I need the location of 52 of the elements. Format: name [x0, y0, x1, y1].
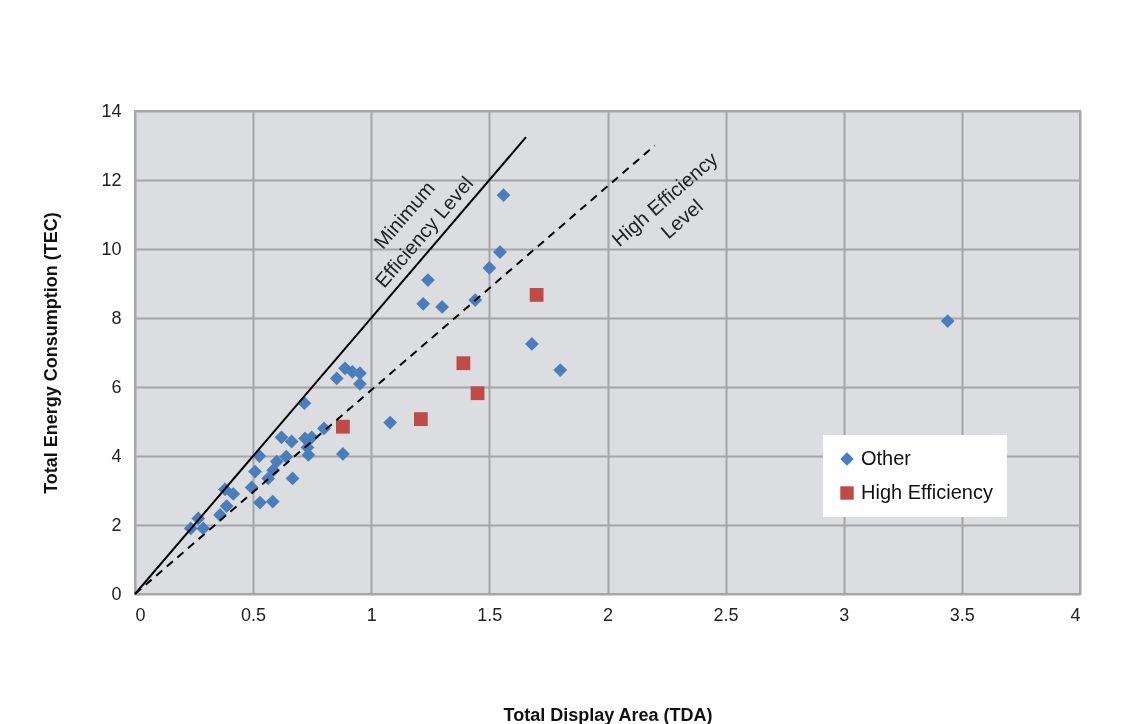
x-tick-label: 2.5 — [713, 604, 739, 625]
y-tick-label: 10 — [101, 238, 122, 259]
x-tick-label: 3.5 — [949, 604, 975, 625]
y-tick-label: 8 — [111, 307, 122, 328]
point — [336, 447, 350, 461]
point — [219, 499, 234, 513]
x-tick-label: 3 — [839, 604, 850, 625]
x-axis-title: Total Display Area (TDA) — [503, 704, 713, 724]
y-tick-label: 0 — [111, 583, 122, 604]
x-tick-label: 4 — [1070, 604, 1081, 625]
point — [553, 363, 568, 377]
point — [284, 434, 299, 449]
point — [383, 415, 398, 430]
point — [525, 336, 539, 351]
point — [317, 421, 331, 436]
legend-label: Other — [861, 447, 912, 469]
point — [253, 495, 267, 510]
point — [336, 419, 350, 434]
point — [274, 430, 289, 445]
y-axis-title: Total Energy Consumption (TEC) — [41, 212, 62, 494]
x-tick-label: 1.5 — [477, 604, 503, 625]
point — [416, 296, 431, 311]
point — [329, 371, 344, 386]
point — [301, 448, 316, 462]
point — [269, 454, 284, 469]
point — [226, 487, 241, 501]
x-tick-label: 2 — [602, 604, 614, 625]
x-tick-label: 1 — [366, 604, 377, 625]
x-tick-label: 0 — [135, 604, 146, 625]
point — [493, 245, 507, 259]
point — [529, 287, 544, 302]
point — [435, 300, 450, 314]
x-tick-label: 0.5 — [241, 604, 267, 625]
point — [353, 366, 367, 381]
legend-label: High Efficiency — [861, 481, 993, 503]
point — [496, 188, 511, 203]
point — [413, 412, 428, 426]
point — [353, 377, 367, 391]
point — [196, 521, 211, 536]
point — [470, 386, 485, 401]
y-tick-label: 4 — [111, 445, 122, 466]
point — [265, 494, 280, 509]
point — [285, 471, 300, 486]
y-tick-label: 14 — [101, 100, 122, 121]
y-tick-label: 12 — [101, 169, 122, 190]
y-tick-label: 2 — [111, 514, 122, 535]
point — [940, 314, 955, 328]
point — [248, 464, 262, 479]
point — [456, 356, 471, 371]
point — [482, 261, 497, 275]
point — [279, 449, 294, 464]
y-tick-label: 6 — [111, 376, 122, 397]
